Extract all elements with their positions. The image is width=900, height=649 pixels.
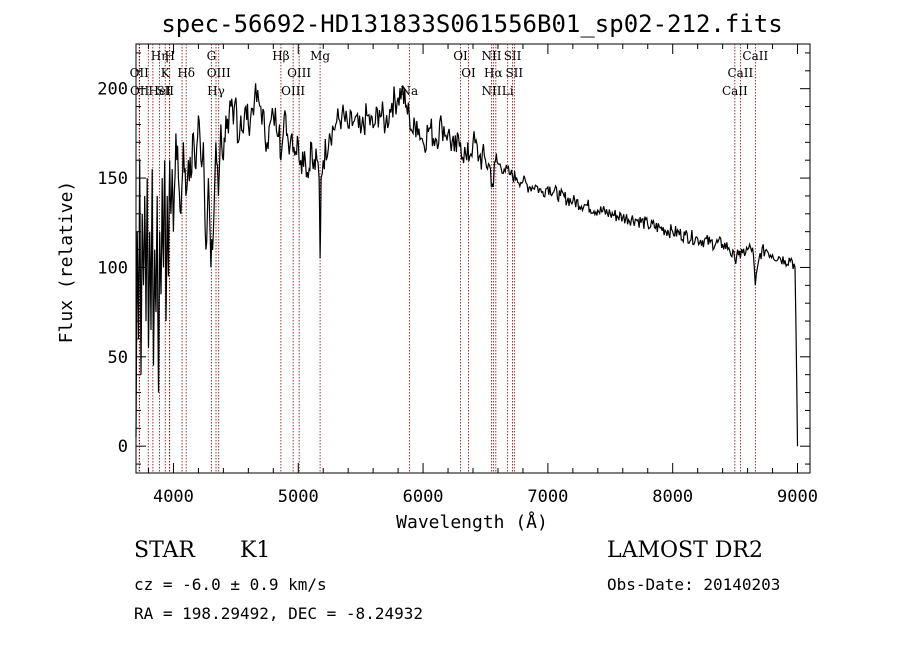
line-label: OIII	[281, 84, 305, 98]
line-label: CaII	[722, 84, 748, 98]
line-label: SII	[156, 84, 174, 98]
y-tick-label: 150	[97, 169, 128, 189]
line-label: NII	[481, 49, 501, 63]
line-label: NII	[481, 84, 501, 98]
line-label: Hδ	[177, 66, 195, 80]
y-tick-label: 200	[97, 80, 128, 100]
line-label: CaII	[727, 66, 753, 80]
x-tick-label: 4000	[153, 487, 194, 507]
line-label: SII	[504, 49, 522, 63]
object-subclass: K1	[240, 538, 271, 563]
y-tick-label: 0	[118, 437, 128, 457]
line-label: OII	[130, 84, 150, 98]
x-tick-label: 7000	[527, 487, 568, 507]
line-label: Hη	[151, 49, 169, 63]
plot-frame: 4000 5000 6000 7000 8000 9000 0 50 100 150 200	[97, 43, 818, 507]
line-label: CaII	[742, 49, 768, 63]
x-tick-label: 9000	[777, 487, 818, 507]
line-label: OII	[130, 66, 150, 80]
redshift-text: cz = -6.0 ± 0.9 km/s	[134, 575, 327, 594]
line-label: Hα	[484, 66, 503, 80]
line-markers	[138, 44, 756, 473]
x-tick-label: 6000	[403, 487, 444, 507]
line-label: HeI	[148, 84, 171, 98]
spectrum-line	[135, 83, 799, 447]
coordinates-text: RA = 198.29492, DEC = -8.24932	[134, 604, 423, 623]
line-label: G	[207, 49, 217, 63]
line-label: Mg	[310, 49, 330, 63]
survey-name: LAMOST DR2	[607, 538, 763, 563]
y-axis-label: Flux (relative)	[56, 181, 77, 344]
object-type: STAR	[134, 538, 195, 563]
x-tick-label: 5000	[278, 487, 319, 507]
line-label: OIII	[207, 66, 231, 80]
y-tick-label: 100	[97, 258, 128, 278]
line-label: H	[164, 49, 174, 63]
x-tick-label: 8000	[652, 487, 693, 507]
observation-date: Obs-Date: 20140203	[607, 575, 781, 594]
line-label: SII	[505, 66, 523, 80]
y-tick-label: 50	[108, 348, 128, 368]
line-label: Hγ	[207, 84, 225, 98]
line-label: OI	[453, 49, 468, 63]
x-axis-label: Wavelength (Å)	[396, 511, 548, 533]
line-label: OIII	[287, 66, 311, 80]
line-label: K	[161, 66, 171, 80]
line-label: Hβ	[272, 49, 289, 63]
chart-title: spec-56692-HD131833S061556B01_sp02-212.f…	[161, 10, 782, 38]
line-label: OI	[461, 66, 476, 80]
line-label: Li	[502, 84, 514, 98]
